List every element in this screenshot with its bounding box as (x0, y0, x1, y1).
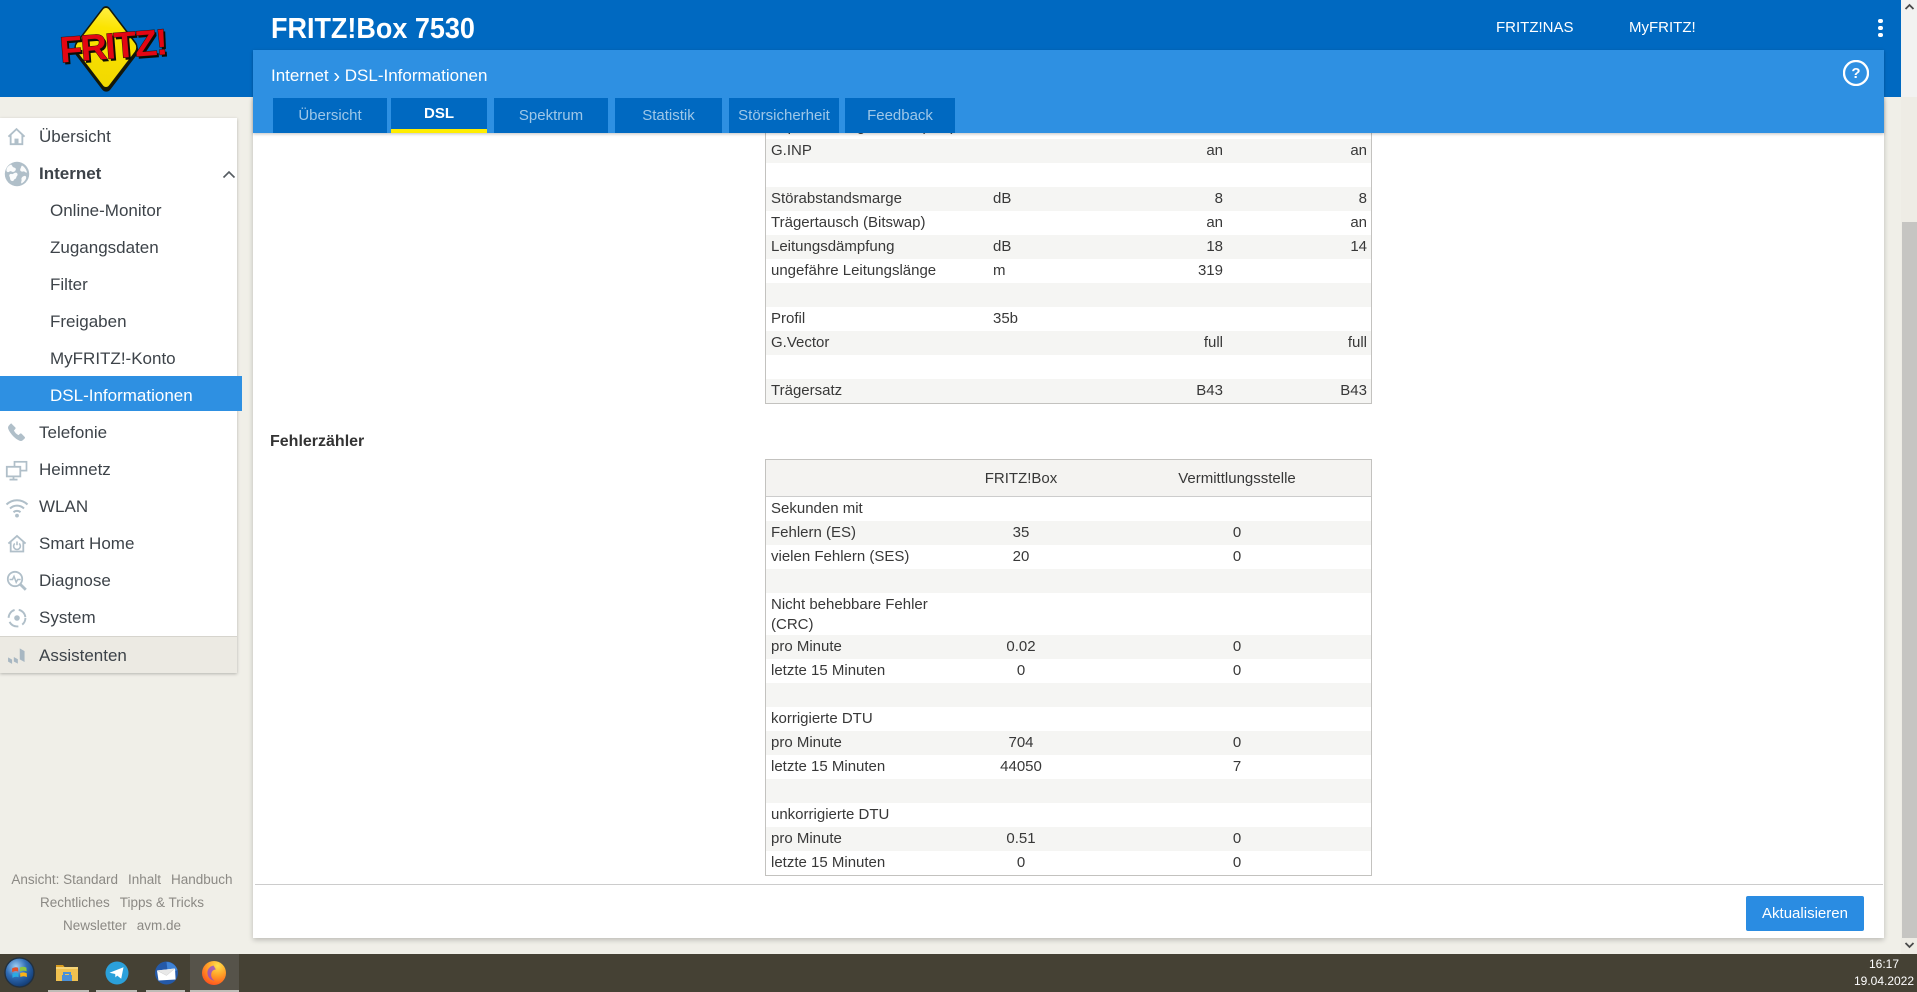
svg-text:FRITZ!: FRITZ! (60, 23, 169, 72)
svg-text:?: ? (1851, 65, 1860, 82)
svg-text:FRITZ!: FRITZ! (58, 21, 167, 70)
